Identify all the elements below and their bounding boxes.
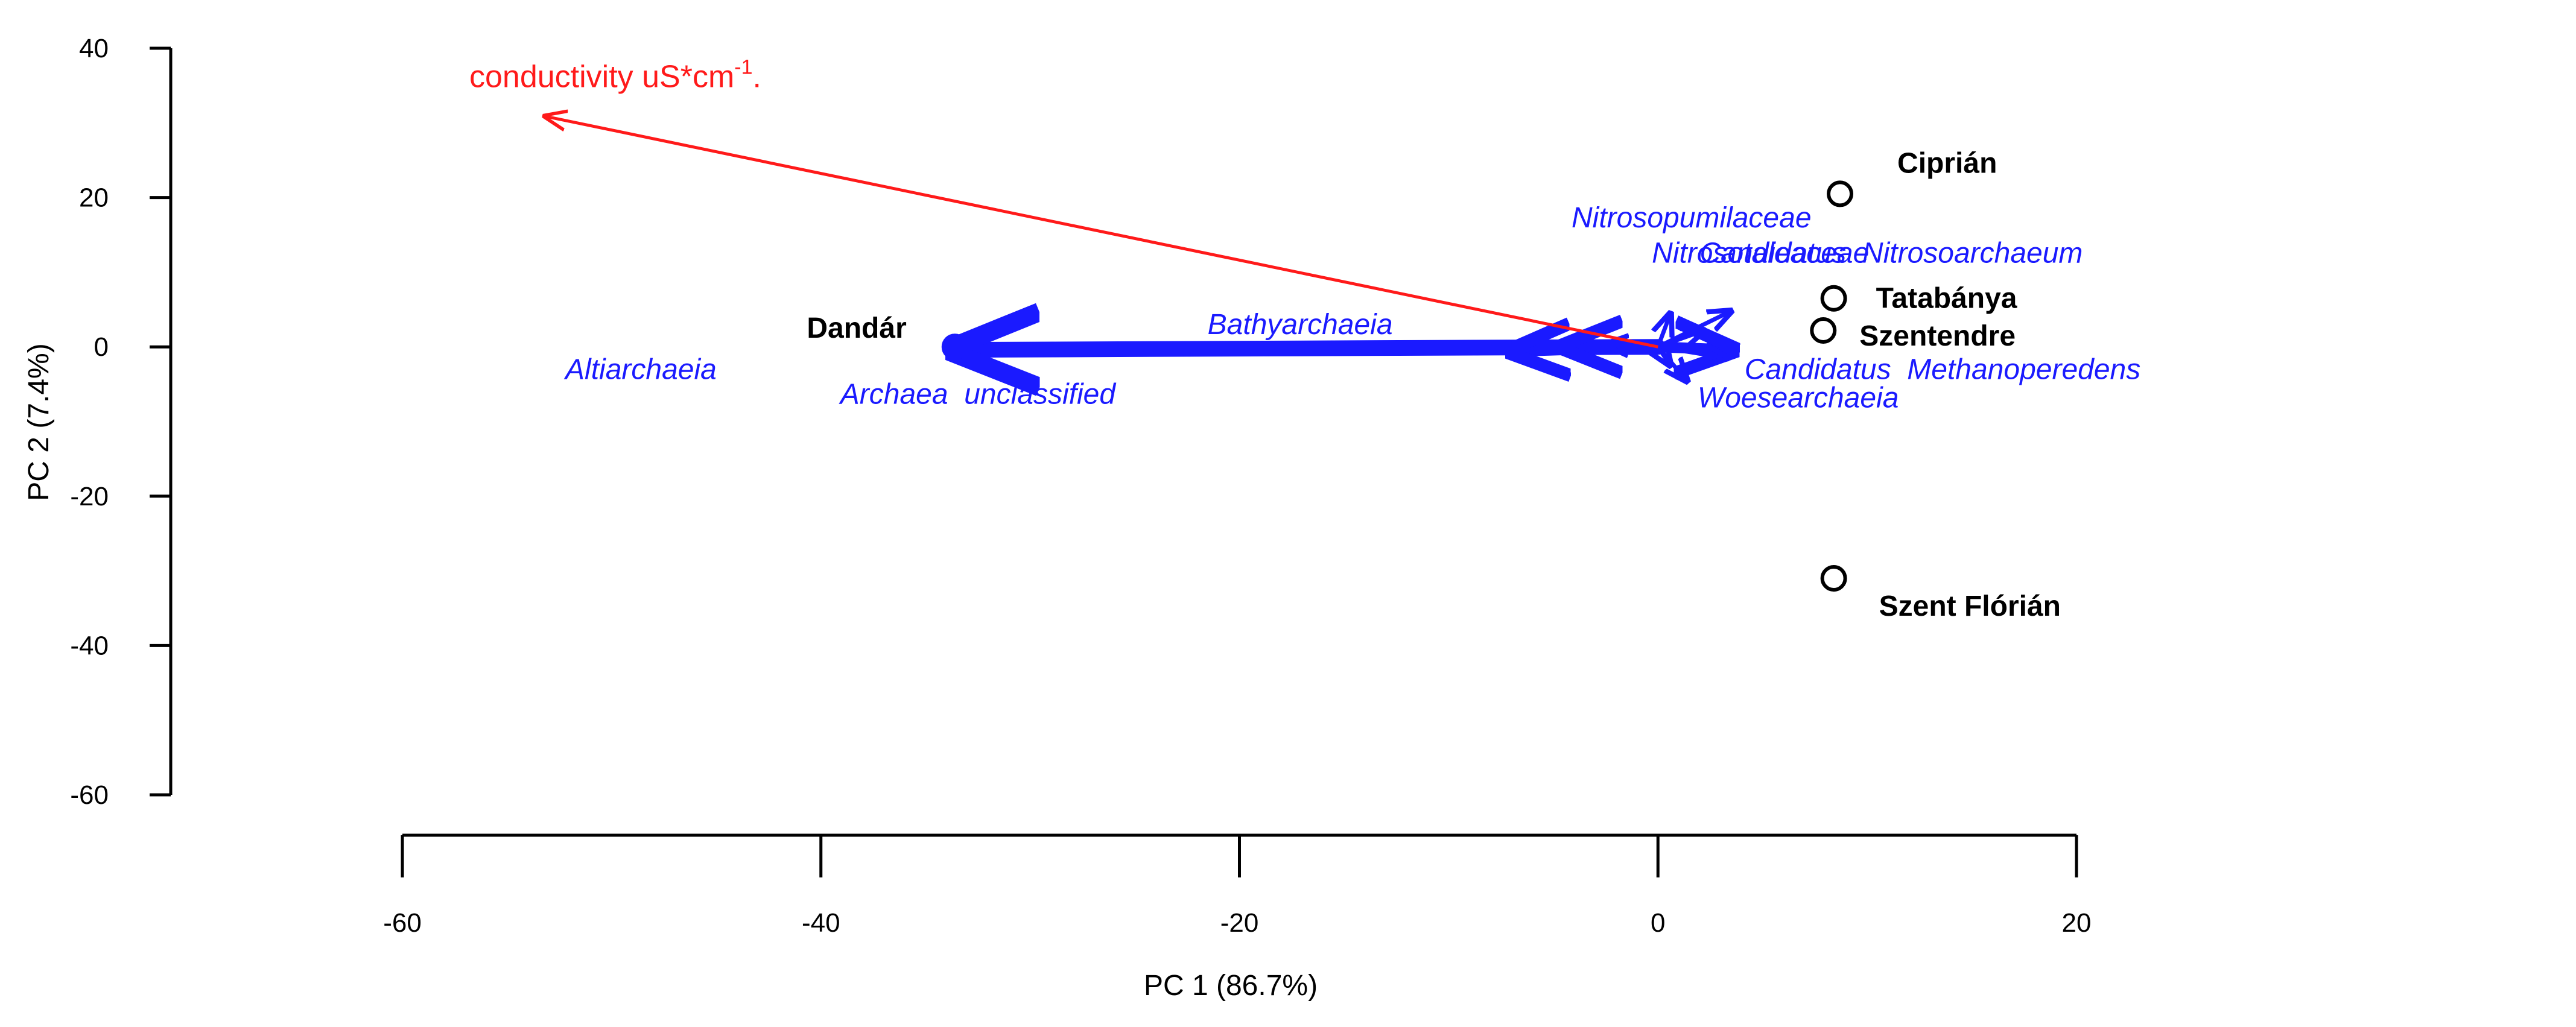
y-axis-ticks: 40 20 0 -20 -40 -60: [70, 34, 171, 810]
env-vector-label: conductivity uS*cm-1.: [469, 55, 761, 94]
y-tick-label: 0: [94, 332, 109, 362]
taxon-label-candidatus-nitrosoarchaeum: Candidatus Nitrosoarchaeum: [1699, 237, 2083, 269]
taxon-label-altiarchaeia: Altiarchaeia: [563, 353, 717, 385]
site-point-szentendre: [1810, 317, 1837, 344]
x-tick-label: 0: [1651, 908, 1665, 938]
taxon-label-archaea-unclassified: Archaea unclassified: [839, 378, 1117, 410]
y-tick-label: 20: [79, 183, 109, 213]
taxa-vectors: [955, 311, 1733, 381]
site-point-tatabanya: [1820, 285, 1847, 312]
x-axis: -60 -40 -20 0 20 PC 1 (86.7%): [383, 833, 2091, 1002]
x-tick-label: -20: [1220, 908, 1259, 938]
x-axis-ticks: -60 -40 -20 0 20: [383, 835, 2091, 938]
y-tick-label: 40: [79, 34, 109, 63]
env-label-main: conductivity uS*cm: [469, 59, 734, 94]
env-vector-conductivity: [545, 116, 1658, 349]
y-tick-label: -60: [70, 780, 109, 810]
y-tick-label: -40: [70, 631, 109, 660]
x-axis-title: PC 1 (86.7%): [1144, 970, 1318, 1002]
x-tick-label: -40: [802, 908, 840, 938]
x-tick-label: 20: [2062, 908, 2092, 938]
site-label-szent-florian: Szent Flórián: [1879, 590, 2061, 622]
x-tick-label: -60: [383, 908, 422, 938]
taxon-label-nitrosopumilaceae: Nitrosopumilaceae: [1572, 202, 1812, 234]
env-label-suffix: .: [753, 59, 761, 94]
taxon-label-bathyarchaeia: Bathyarchaeia: [1208, 309, 1393, 341]
y-axis-title: PC 2 (7.4%): [23, 343, 55, 501]
site-label-tatabanya: Tatabánya: [1876, 283, 2017, 315]
y-tick-label: -20: [70, 482, 109, 511]
site-label-ciprian: Ciprián: [1897, 147, 1997, 179]
taxon-vector: [1658, 347, 1670, 365]
taxa-labels: NitrosopumilaceaeNitrosotaleaceaeCandida…: [563, 202, 2140, 414]
site-point-ciprian: [1827, 180, 1854, 207]
site-label-dandar: Dandár: [807, 312, 906, 344]
env-label-superscript: -1: [734, 55, 752, 78]
site-label-szentendre: Szentendre: [1859, 320, 2016, 352]
site-point-szent-florian: [1820, 564, 1847, 592]
taxon-label-candidatus-methanoperedens: Candidatus Methanoperedens: [1745, 353, 2140, 385]
site-points: Ciprián Tatabánya Szentendre Szent Flórián D…: [807, 147, 2061, 622]
taxon-label-woesearchaeia: Woesearchaeia: [1698, 382, 1899, 414]
taxon-label-nitrosotaleaceae: Nitrosotaleaceae: [1652, 237, 1869, 269]
environmental-vectors: conductivity uS*cm-1.: [469, 55, 1658, 349]
site-point-dandar: [941, 333, 968, 361]
y-axis: 40 20 0 -20 -40 -60 PC 2 (7.4%): [23, 34, 173, 810]
